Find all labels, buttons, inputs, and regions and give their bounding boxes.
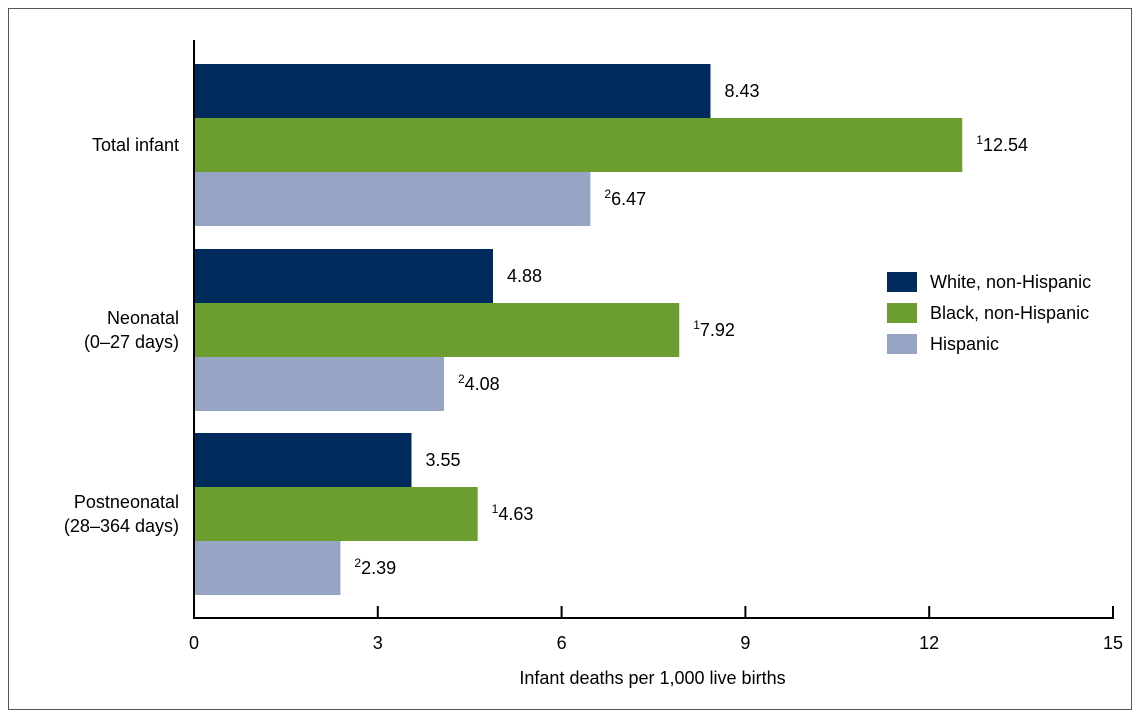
category-label: Postneonatal bbox=[74, 492, 179, 512]
value-label: 3.55 bbox=[425, 450, 460, 470]
legend-item: White, non-Hispanic bbox=[887, 272, 1091, 292]
bar-black-non-hispanic-1 bbox=[194, 303, 680, 357]
legend-label: Black, non-Hispanic bbox=[930, 303, 1089, 323]
category-label: (0–27 days) bbox=[84, 332, 179, 352]
legend-swatch bbox=[887, 303, 917, 323]
legend-label: Hispanic bbox=[930, 334, 999, 354]
category-labels-layer: Total infant Neonatal (0–27 days) Postneona… bbox=[64, 135, 179, 536]
category-label: Neonatal bbox=[107, 308, 179, 328]
axis-layer: 0 3 6 9 12 15 Infant deaths per 1,000 live bir… bbox=[189, 40, 1123, 688]
value-label: 26.47 bbox=[604, 187, 646, 209]
bar-black-non-hispanic-2 bbox=[194, 487, 478, 541]
value-label: 4.88 bbox=[507, 266, 542, 286]
value-label: 24.08 bbox=[458, 372, 500, 394]
bar-white-non-hispanic-2 bbox=[194, 433, 412, 487]
bar-hispanic-2 bbox=[194, 541, 341, 595]
x-axis-title: Infant deaths per 1,000 live births bbox=[519, 668, 785, 688]
bars-layer bbox=[194, 64, 963, 595]
value-labels-layer: 8.43 112.54 26.47 4.88 17.92 24.08 3.55 14.63 22… bbox=[354, 81, 1028, 578]
bar-black-non-hispanic-0 bbox=[194, 118, 963, 172]
value-label: 22.39 bbox=[354, 556, 396, 578]
x-tick-label: 0 bbox=[189, 633, 199, 653]
legend-swatch bbox=[887, 272, 917, 292]
legend-swatch bbox=[887, 334, 917, 354]
legend-label: White, non-Hispanic bbox=[930, 272, 1091, 292]
bar-white-non-hispanic-0 bbox=[194, 64, 711, 118]
value-label: 8.43 bbox=[724, 81, 759, 101]
category-label: Total infant bbox=[92, 135, 179, 155]
legend-item: Black, non-Hispanic bbox=[887, 303, 1089, 323]
x-tick-label: 6 bbox=[557, 633, 567, 653]
category-label: (28–364 days) bbox=[64, 516, 179, 536]
legend-item: Hispanic bbox=[887, 334, 999, 354]
x-tick-label: 3 bbox=[373, 633, 383, 653]
x-tick-label: 9 bbox=[740, 633, 750, 653]
legend: White, non-Hispanic Black, non-Hispanic Hi… bbox=[887, 272, 1091, 354]
x-tick-label: 15 bbox=[1103, 633, 1123, 653]
value-label: 17.92 bbox=[693, 318, 735, 340]
bar-hispanic-0 bbox=[194, 172, 591, 226]
value-label: 112.54 bbox=[976, 133, 1028, 155]
x-tick-label: 12 bbox=[919, 633, 939, 653]
value-label: 14.63 bbox=[492, 502, 534, 524]
bar-hispanic-1 bbox=[194, 357, 444, 411]
bar-white-non-hispanic-1 bbox=[194, 249, 493, 303]
